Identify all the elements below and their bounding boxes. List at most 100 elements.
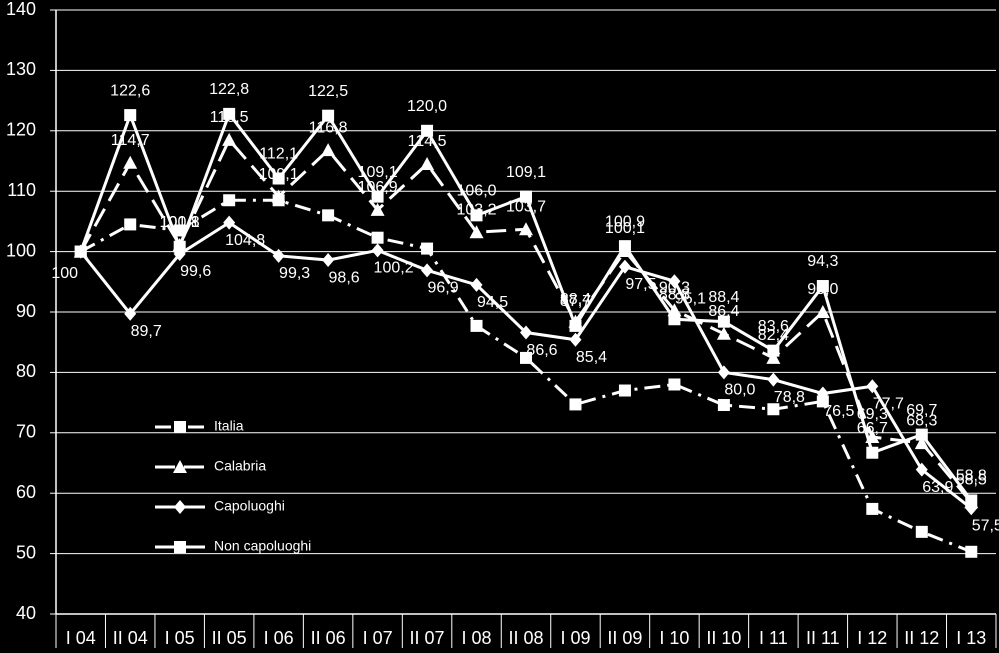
- x-tick-label: II 12: [904, 628, 939, 648]
- legend-marker: [174, 421, 186, 433]
- marker: [74, 245, 87, 258]
- y-tick-label: 110: [7, 180, 36, 200]
- marker: [816, 395, 829, 408]
- marker: [965, 494, 978, 507]
- data-label: 103,7: [506, 198, 546, 215]
- data-label: 78,8: [774, 389, 805, 406]
- data-label: 98,6: [329, 269, 360, 286]
- marker: [618, 240, 631, 253]
- data-label: 69,7: [906, 402, 937, 419]
- data-label: 100,2: [374, 260, 414, 277]
- marker: [520, 190, 532, 203]
- marker: [717, 399, 730, 412]
- marker: [816, 386, 829, 401]
- x-tick-label: I 11: [759, 628, 788, 648]
- marker: [421, 124, 434, 137]
- y-tick-label: 100: [6, 240, 36, 260]
- marker: [322, 209, 335, 222]
- marker: [569, 319, 582, 332]
- marker: [569, 398, 582, 411]
- marker: [223, 107, 236, 120]
- y-tick-label: 40: [16, 603, 36, 623]
- marker: [668, 274, 681, 289]
- data-label: 96,9: [427, 280, 458, 297]
- x-tick-label: I 12: [857, 628, 887, 648]
- marker: [965, 545, 978, 558]
- marker: [767, 344, 780, 357]
- data-label: 68,3: [906, 412, 937, 429]
- marker: [668, 313, 681, 326]
- marker: [272, 172, 285, 185]
- marker: [371, 231, 384, 244]
- marker: [321, 143, 336, 157]
- x-tick-label: I 10: [659, 628, 689, 648]
- marker: [470, 319, 483, 332]
- data-label: 85,4: [576, 349, 607, 366]
- marker: [123, 155, 138, 169]
- marker: [272, 248, 285, 263]
- data-label: 122,6: [110, 82, 150, 99]
- marker: [618, 259, 631, 274]
- data-label: 87,7: [560, 293, 591, 310]
- marker: [371, 190, 384, 203]
- marker: [520, 325, 532, 340]
- marker: [223, 215, 236, 230]
- data-label: 122,8: [209, 81, 249, 98]
- data-label: 94,5: [477, 294, 508, 311]
- marker: [766, 350, 781, 364]
- data-label: 120,0: [407, 98, 447, 115]
- marker: [520, 351, 532, 364]
- marker: [717, 315, 730, 328]
- marker: [322, 109, 335, 122]
- data-label: 112,1: [259, 146, 298, 163]
- marker: [371, 243, 384, 258]
- marker: [717, 365, 730, 380]
- legend-marker: [174, 541, 186, 553]
- marker: [421, 263, 434, 278]
- x-tick-label: II 09: [607, 628, 642, 648]
- data-label: 114,7: [111, 132, 150, 149]
- x-tick-label: I 06: [264, 628, 294, 648]
- x-tick-label: II 05: [212, 628, 247, 648]
- data-label: 100,9: [605, 213, 645, 230]
- marker: [914, 436, 929, 450]
- data-label: 77,7: [873, 396, 904, 413]
- data-label: 86,6: [526, 342, 557, 359]
- x-tick-label: I 13: [956, 628, 986, 648]
- marker: [421, 242, 434, 255]
- marker: [519, 222, 533, 236]
- marker: [668, 378, 681, 391]
- legend-marker: [174, 500, 186, 514]
- x-tick-label: I 04: [66, 628, 96, 648]
- data-label: 83,6: [758, 318, 789, 335]
- data-label: 63,9: [922, 479, 953, 496]
- data-label: 58,8: [956, 468, 987, 485]
- legend-label: Italia: [214, 418, 244, 434]
- marker: [815, 305, 830, 318]
- legend-label: Non capoluoghi: [214, 538, 311, 554]
- x-tick-label: II 07: [410, 628, 445, 648]
- y-tick-label: 130: [6, 59, 36, 79]
- data-label: 94,3: [807, 253, 838, 270]
- marker: [322, 253, 335, 268]
- marker: [767, 372, 780, 387]
- marker: [124, 306, 137, 321]
- legend-label: Capoluoghi: [214, 498, 285, 514]
- y-tick-label: 120: [6, 120, 36, 140]
- data-label: 109,1: [506, 164, 546, 181]
- data-label: 58,5: [956, 471, 987, 488]
- data-label: 100,8: [160, 214, 200, 231]
- data-label: 106,0: [457, 183, 497, 200]
- marker: [816, 280, 829, 293]
- marker: [420, 157, 435, 171]
- marker: [223, 194, 236, 207]
- marker: [915, 462, 928, 477]
- marker: [470, 209, 483, 222]
- data-label: 86,4: [708, 303, 739, 320]
- data-label: 100: [51, 265, 78, 282]
- legend-marker: [173, 460, 187, 473]
- marker: [618, 384, 631, 397]
- y-tick-label: 60: [16, 482, 36, 502]
- x-tick-label: II 08: [508, 628, 543, 648]
